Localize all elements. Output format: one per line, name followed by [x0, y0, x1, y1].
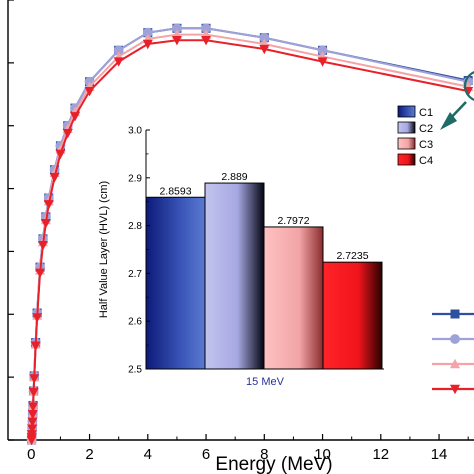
- x-tick-label: 6: [202, 446, 210, 463]
- data-point: [317, 57, 328, 67]
- bar-value-label: 2.7972: [277, 215, 309, 227]
- data-point: [113, 57, 124, 67]
- data-point: [26, 430, 37, 440]
- callout-arrowhead: [440, 112, 457, 130]
- data-point: [37, 240, 48, 251]
- data-point: [450, 384, 460, 395]
- data-point: [27, 410, 38, 420]
- inset-y-tick-label: 3.0: [128, 126, 142, 137]
- inset-y-tick-label: 2.7: [128, 269, 142, 280]
- data-point: [55, 149, 66, 160]
- data-point: [450, 358, 460, 369]
- data-point: [32, 313, 43, 323]
- data-point: [49, 173, 60, 183]
- data-point: [29, 374, 40, 384]
- data-point: [201, 36, 212, 46]
- main-plot: 0 2 4 6 8 10 12 14 Energy (MeV): [7, 0, 474, 474]
- inset-y-tick-label: 2.6: [128, 317, 142, 328]
- inset-y-tick-label: 2.9: [128, 173, 142, 184]
- data-point: [28, 388, 39, 398]
- bar-C3: [263, 226, 324, 370]
- data-point: [259, 44, 270, 55]
- legend-swatch-C3: [397, 137, 416, 150]
- inset-x-axis-title: 15 MeV: [246, 376, 285, 388]
- x-tick-label: 2: [85, 446, 93, 463]
- highlight-circle: [463, 71, 474, 101]
- data-point: [40, 218, 51, 229]
- x-tick-label: 12: [372, 446, 389, 463]
- data-point: [27, 424, 38, 434]
- inset-bar-chart: 2.8593 2.889 2.7972 2.7235 2.5 2.6 2.7 2.8 2.9 3.…: [98, 105, 433, 388]
- inset-y-tick-label: 2.8: [128, 221, 142, 232]
- inset-y-axis-title: Half Value Layer (HVL) (cm): [98, 181, 110, 318]
- bar-C1: [145, 196, 206, 370]
- legend-swatch-C1: [397, 105, 416, 118]
- bar-C2: [204, 182, 265, 370]
- x-tick-label: 10: [314, 446, 331, 463]
- data-point: [43, 200, 54, 210]
- data-point: [28, 402, 39, 412]
- x-tick-label: 4: [144, 446, 152, 463]
- data-point: [62, 129, 73, 139]
- inset-y-tick-label: 2.5: [128, 365, 142, 376]
- legend-label-C2: C2: [419, 123, 433, 135]
- legend-swatch-C2: [397, 121, 416, 134]
- legend-label-C1: C1: [419, 107, 433, 119]
- data-point: [450, 309, 460, 319]
- legend-swatch-C4: [397, 153, 416, 166]
- x-tick-label: 14: [431, 446, 448, 463]
- data-point: [69, 112, 80, 122]
- legend-label-C4: C4: [419, 155, 433, 167]
- data-point: [27, 417, 38, 427]
- x-tick-label: 8: [260, 446, 268, 463]
- x-tick-label: 0: [27, 446, 35, 463]
- data-point: [171, 36, 182, 46]
- x-axis-title: Energy (MeV): [215, 454, 332, 474]
- data-point: [84, 86, 95, 97]
- bar-value-label: 2.7235: [336, 250, 368, 262]
- bar-value-label: 2.8593: [159, 185, 191, 197]
- legend-label-C3: C3: [419, 139, 433, 151]
- data-point: [35, 268, 46, 278]
- data-point: [30, 341, 41, 351]
- bar-value-label: 2.889: [221, 171, 247, 183]
- data-point: [450, 334, 460, 344]
- data-point: [142, 39, 153, 50]
- bar-C4: [322, 261, 383, 370]
